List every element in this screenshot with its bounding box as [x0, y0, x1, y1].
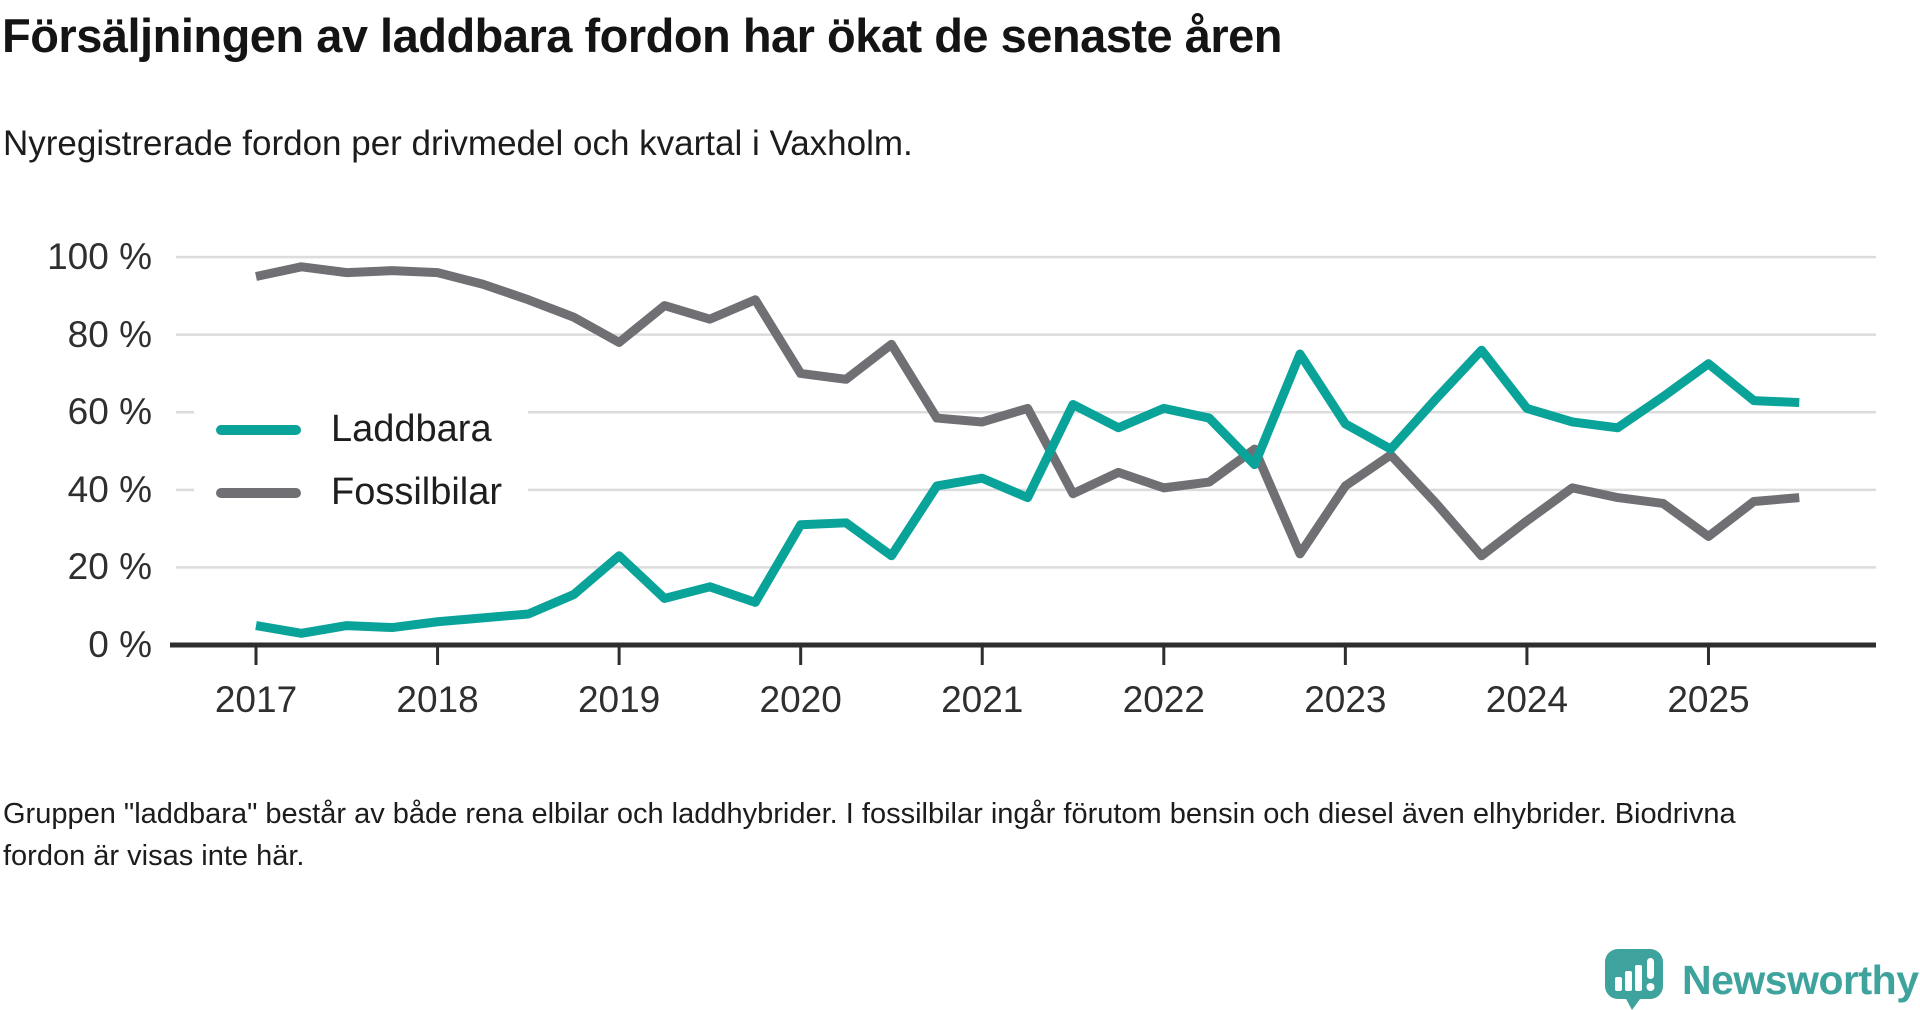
y-axis-label: 0 %	[88, 624, 152, 665]
y-axis-label: 80 %	[67, 313, 152, 355]
x-axis-label: 2019	[577, 679, 661, 720]
y-axis-label: 20 %	[67, 546, 152, 588]
legend-item-fossilbilar: Fossilbilar	[216, 471, 502, 514]
chart-subtitle: Nyregistrerade fordon per drivmedel och …	[3, 124, 913, 163]
y-axis-label: 40 %	[67, 468, 152, 510]
newsworthy-logo-icon	[1605, 949, 1663, 1010]
fossilbilar-line-swatch	[216, 487, 301, 498]
x-axis-label: 2023	[1304, 679, 1387, 720]
chart-footnote: Gruppen "laddbara" består av både rena e…	[3, 798, 1736, 873]
y-axis-label: 100 %	[47, 236, 152, 278]
x-axis-label: 2024	[1485, 679, 1569, 720]
x-axis-label: 2017	[214, 679, 298, 720]
chart-title: Försäljningen av laddbara fordon har öka…	[2, 9, 1283, 62]
brand-name: Newsworthy	[1682, 957, 1919, 1003]
legend-label-fossilbilar: Fossilbilar	[331, 471, 503, 513]
y-axis-label: 60 %	[67, 391, 152, 433]
newsworthy-logo: Newsworthy	[1604, 949, 1919, 1010]
series-line-laddbara	[255, 345, 1800, 638]
x-axis-label: 2022	[1122, 679, 1205, 720]
legend-label-laddbara: Laddbara	[331, 408, 492, 450]
legend-item-laddbara: Laddbara	[216, 408, 502, 451]
x-axis-label: 2025	[1667, 679, 1750, 720]
x-axis-label: 2021	[941, 679, 1024, 720]
x-axis-label: 2018	[396, 679, 479, 720]
laddbara-line-swatch	[216, 424, 301, 435]
x-axis-label: 2020	[759, 679, 842, 720]
series-line-fossilbilar	[255, 262, 1800, 561]
legend: Laddbara Fossilbilar	[194, 392, 529, 528]
